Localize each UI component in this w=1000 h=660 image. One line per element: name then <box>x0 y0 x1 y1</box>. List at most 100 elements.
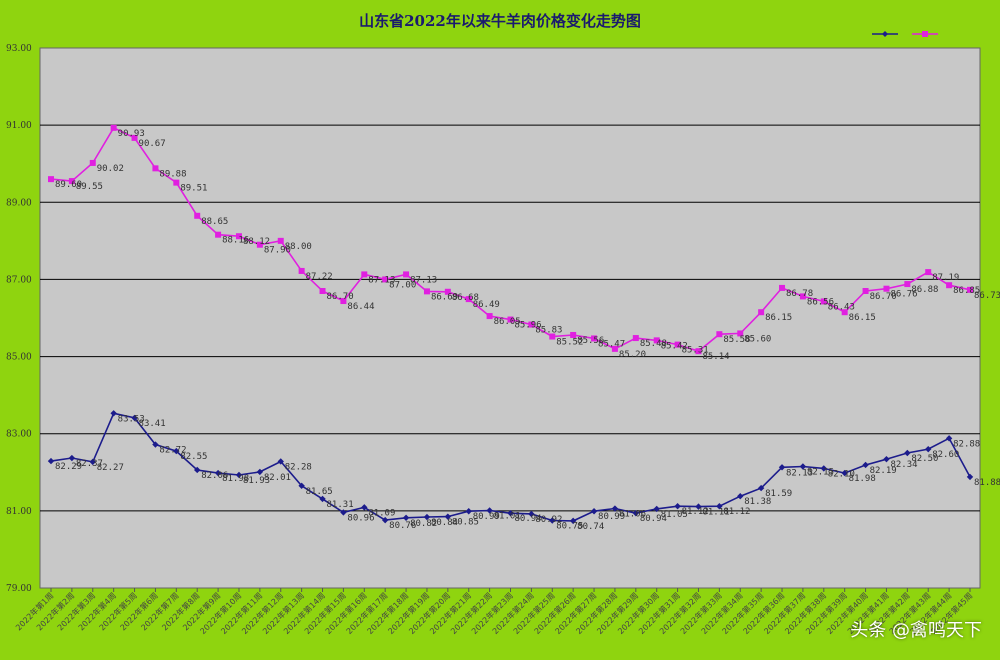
data-label: 80.82 <box>410 519 437 529</box>
data-label: 80.94 <box>515 514 542 524</box>
data-point <box>486 507 493 514</box>
data-point <box>444 288 451 295</box>
data-point <box>737 330 744 337</box>
data-point <box>48 176 54 183</box>
y-tick-label: 89.00 <box>6 198 32 208</box>
data-label: 86.05 <box>494 317 521 327</box>
data-label: 86.88 <box>911 285 938 295</box>
legend-marker <box>922 31 928 37</box>
data-label: 81.12 <box>682 507 709 517</box>
data-point <box>904 281 911 288</box>
data-label: 87.13 <box>410 275 437 285</box>
data-label: 81.06 <box>619 510 646 520</box>
data-point <box>799 463 807 470</box>
data-label: 82.34 <box>890 460 917 470</box>
data-label: 89.51 <box>180 184 207 194</box>
data-point <box>465 296 472 303</box>
data-point <box>569 517 577 525</box>
data-point <box>925 445 932 453</box>
data-point <box>820 465 827 472</box>
data-point <box>110 124 117 131</box>
data-label: 88.12 <box>243 237 270 247</box>
data-label: 88.65 <box>201 217 228 227</box>
data-point <box>68 454 76 462</box>
y-tick-label: 87.00 <box>6 275 32 285</box>
data-point <box>403 271 410 278</box>
data-point <box>632 335 639 342</box>
data-label: 86.76 <box>890 290 917 300</box>
data-point <box>361 271 368 278</box>
data-label: 81.98 <box>849 474 876 484</box>
data-point <box>549 517 556 524</box>
data-point <box>632 509 640 517</box>
data-label: 88.16 <box>222 236 249 246</box>
data-label: 80.96 <box>347 513 374 523</box>
data-point <box>465 508 472 515</box>
data-label: 81.88 <box>974 478 1000 488</box>
x-axis: 2022年第1周2022年第2周2022年第3周2022年第4周2022年第5周… <box>13 588 974 636</box>
data-label: 87.00 <box>389 280 416 290</box>
data-point <box>966 473 974 481</box>
data-point <box>967 286 973 293</box>
data-point <box>319 495 326 503</box>
watermark: 头条 @禽鸣天下 <box>850 620 982 641</box>
data-label: 87.22 <box>306 272 333 282</box>
data-label: 82.01 <box>264 473 291 483</box>
data-label: 81.98 <box>222 474 249 484</box>
data-label: 82.55 <box>180 452 207 462</box>
data-point <box>194 212 201 219</box>
data-point <box>820 298 827 305</box>
data-point <box>674 341 681 348</box>
data-point <box>277 237 284 244</box>
data-point <box>507 509 514 517</box>
data-point <box>131 414 138 422</box>
data-label: 81.93 <box>243 476 270 486</box>
data-label: 81.01 <box>494 511 521 521</box>
legend-marker <box>882 31 888 37</box>
data-point <box>214 469 222 477</box>
data-point <box>549 333 556 340</box>
data-label: 85.14 <box>702 352 729 362</box>
data-label: 85.52 <box>556 338 583 348</box>
data-label: 80.74 <box>577 522 604 532</box>
data-point <box>925 269 932 276</box>
data-point <box>256 468 264 476</box>
data-point <box>528 321 535 328</box>
data-label: 86.73 <box>974 291 1000 301</box>
data-point <box>235 233 242 240</box>
data-label: 81.12 <box>723 507 750 517</box>
data-point <box>799 293 806 300</box>
data-point <box>152 441 159 448</box>
data-point <box>173 179 180 186</box>
data-label: 86.85 <box>953 286 980 296</box>
data-point <box>215 231 222 238</box>
data-label: 89.88 <box>159 169 186 179</box>
data-label: 86.49 <box>473 300 500 310</box>
data-label: 85.31 <box>682 346 709 356</box>
data-point <box>319 288 326 294</box>
data-label: 86.69 <box>431 292 458 302</box>
data-point <box>89 458 96 466</box>
data-point <box>47 457 55 465</box>
data-label: 81.31 <box>327 500 354 510</box>
data-point <box>778 464 786 471</box>
data-point <box>695 503 702 510</box>
data-point <box>68 178 75 185</box>
data-label: 82.28 <box>285 462 312 472</box>
data-point <box>256 241 263 248</box>
data-label: 85.48 <box>640 339 667 349</box>
grid-lines <box>40 124 980 512</box>
data-point <box>758 309 765 316</box>
data-label: 86.56 <box>807 297 834 307</box>
data-label: 85.83 <box>535 326 562 336</box>
data-label: 86.15 <box>765 313 792 323</box>
data-point <box>235 471 243 479</box>
data-point <box>674 503 681 510</box>
data-label: 82.88 <box>953 439 980 449</box>
data-label: 82.60 <box>932 450 959 460</box>
y-tick-label: 83.00 <box>6 430 32 440</box>
data-point <box>611 505 619 512</box>
data-point <box>89 159 96 166</box>
data-point <box>883 455 890 463</box>
